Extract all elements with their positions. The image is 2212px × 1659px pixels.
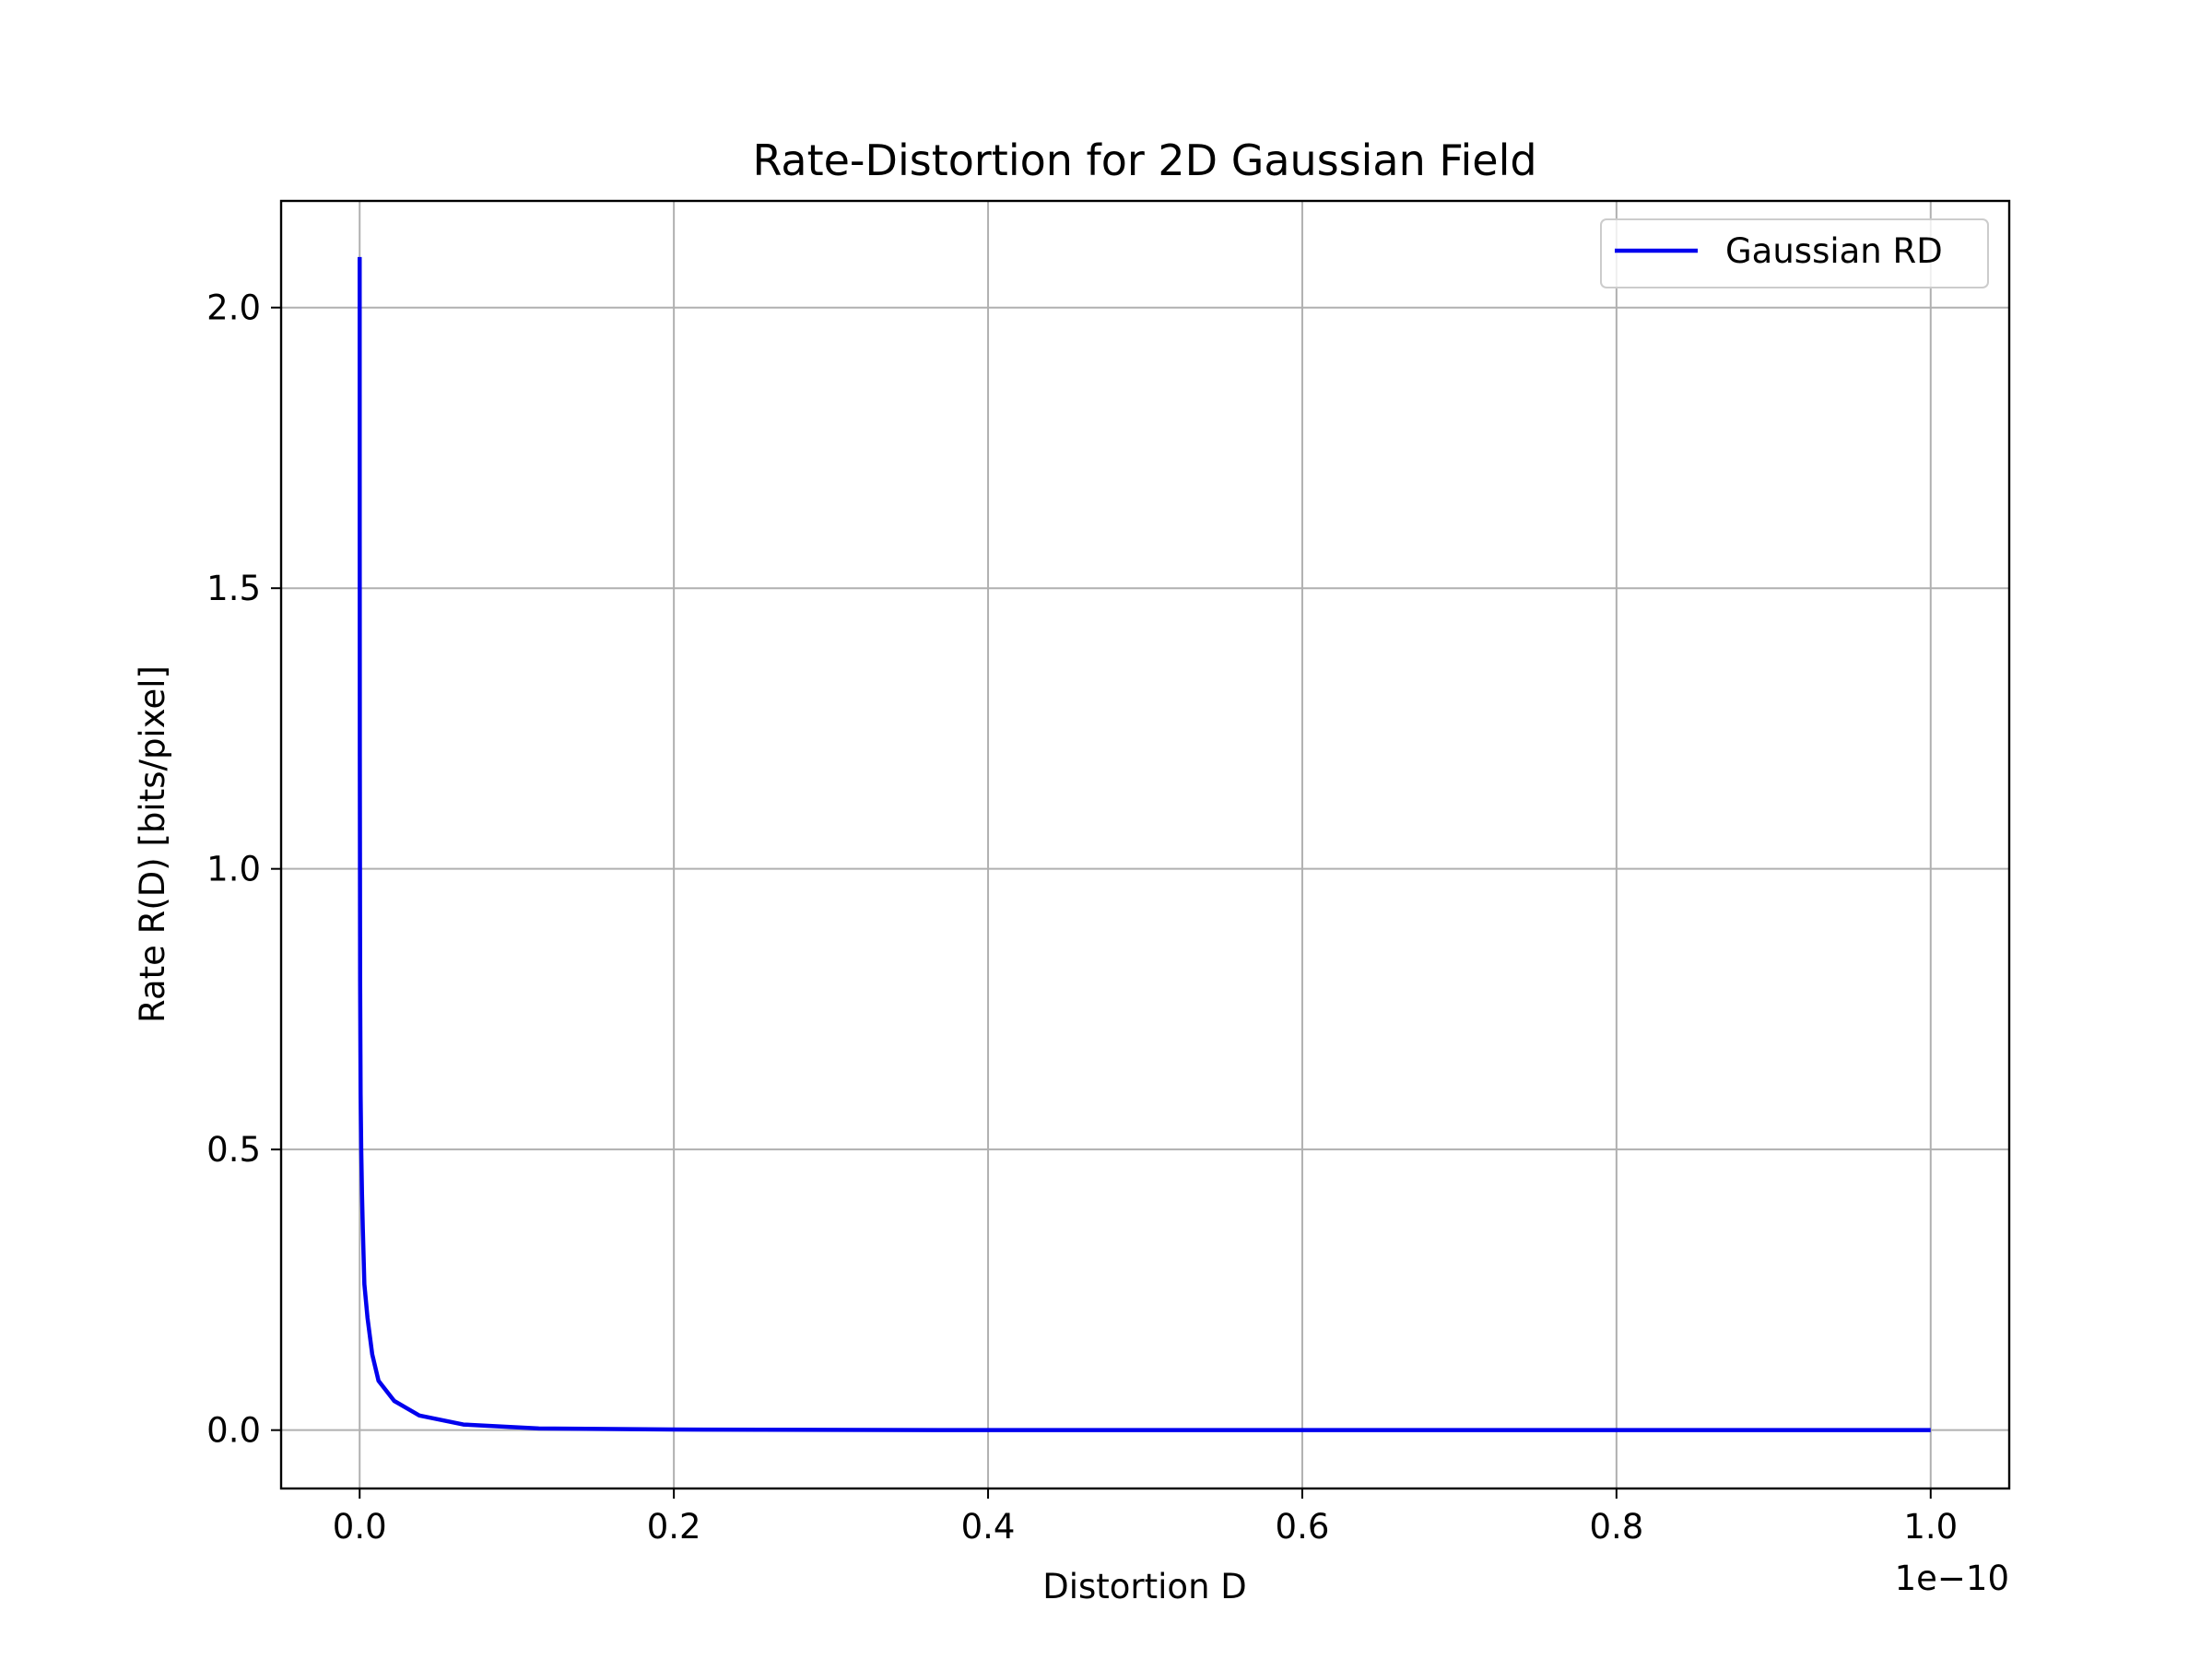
x-tick-label: 0.4 [961,1507,1016,1547]
y-tick-label: 1.0 [206,850,261,889]
x-tick-label: 0.2 [647,1507,701,1547]
x-tick-label: 0.6 [1276,1507,1330,1547]
y-tick-label: 0.0 [206,1411,261,1451]
x-axis: 0.0 0.2 0.4 0.6 0.8 1.0 [333,1488,1958,1547]
y-tick-label: 2.0 [206,288,261,328]
x-tick-label: 1.0 [1903,1507,1958,1547]
legend: Gaussian RD [1600,218,1989,288]
legend-box [1600,218,1989,288]
x-axis-offset-text: 1e−10 [1895,1559,2009,1598]
chart-title: Rate-Distortion for 2D Gaussian Field [752,135,1536,185]
y-axis: 0.0 0.5 1.0 1.5 2.0 [206,288,281,1451]
plot-area-frame [279,199,2011,1490]
grid-lines [281,201,2009,1488]
series-layer [357,256,1931,1432]
x-axis-label: Distortion D [1042,1567,1247,1606]
x-tick-label: 0.0 [333,1507,387,1547]
legend-label: Gaussian RD [1725,231,1943,271]
x-tick-label: 0.8 [1589,1507,1643,1547]
y-tick-label: 0.5 [206,1130,261,1170]
y-tick-label: 1.5 [206,569,261,608]
y-axis-label: Rate R(D) [bits/pixel] [133,665,172,1023]
series-line-gaussian-rd [357,256,1931,1432]
